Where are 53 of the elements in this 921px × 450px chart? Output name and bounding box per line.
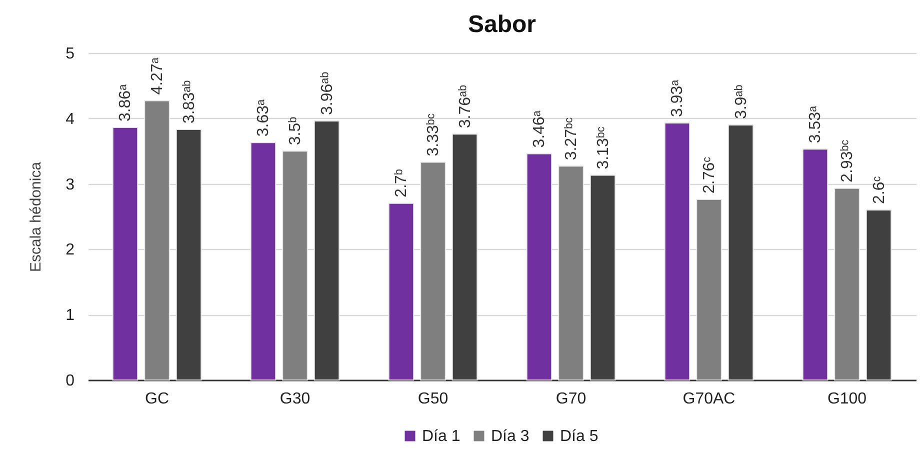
bar — [664, 122, 690, 380]
y-tick-label: 1 — [66, 307, 75, 324]
data-label: 3.76ᵃᵇ — [456, 84, 474, 128]
x-tick-label: G70 — [556, 390, 586, 408]
data-label: 3.27ᵇᶜ — [563, 116, 580, 160]
x-tick-label: G100 — [827, 390, 867, 408]
data-label: 4.27ᵃ — [149, 56, 166, 95]
bar — [802, 148, 828, 380]
data-label: 3.5ᵇ — [287, 116, 304, 146]
bar — [314, 120, 340, 380]
data-label: 2.93ᵇᶜ — [839, 139, 856, 182]
y-tick-label: 2 — [66, 242, 75, 259]
bar — [526, 153, 552, 380]
bar — [176, 129, 202, 380]
data-label: 2.7ᵇ — [393, 169, 410, 198]
y-tick-label: 0 — [66, 372, 75, 390]
data-label: 3.53ᵃ — [807, 104, 824, 144]
data-label: 3.33ᵇᶜ — [425, 113, 442, 156]
data-label: 3.93ᵃ — [669, 78, 686, 117]
y-tick-label: 5 — [66, 46, 75, 62]
data-label: 3.9ᵃᵇ — [732, 84, 750, 119]
data-label: 3.83ᵃᵇ — [180, 80, 198, 124]
bar — [696, 198, 722, 380]
bar — [866, 209, 892, 380]
bar — [834, 188, 860, 380]
data-label: 3.13ᵇᶜ — [594, 126, 612, 170]
y-tick-label: 4 — [66, 110, 75, 128]
data-label: 3.96ᵃᵇ — [318, 72, 336, 116]
bar — [728, 124, 754, 380]
data-label: 3.63ᵃ — [255, 98, 272, 137]
legend-label: Día 5 — [560, 428, 598, 445]
bar — [388, 202, 414, 380]
bar — [112, 127, 138, 380]
bar — [590, 174, 616, 380]
x-tick-label: G30 — [280, 390, 310, 408]
bar — [250, 142, 276, 380]
legend-label: Día 1 — [422, 428, 460, 445]
bar — [452, 134, 478, 380]
x-tick-label: GC — [145, 390, 169, 408]
data-label: 2.6ᶜ — [870, 176, 888, 204]
bar — [144, 100, 170, 380]
legend-label: Día 3 — [491, 428, 530, 445]
y-axis-title: Escala hédonica — [28, 161, 45, 272]
x-tick-label: G70AC — [682, 390, 736, 408]
data-label: 2.76ᶜ — [701, 156, 718, 194]
chart-title: Sabor — [468, 11, 536, 38]
data-label: 3.86ᵃ — [117, 83, 134, 122]
data-label: 3.46ᵃ — [531, 110, 548, 148]
bar — [558, 166, 584, 380]
x-tick-label: G50 — [418, 390, 448, 408]
y-tick-label: 3 — [66, 176, 75, 194]
bar — [420, 162, 446, 380]
bar — [282, 150, 308, 380]
